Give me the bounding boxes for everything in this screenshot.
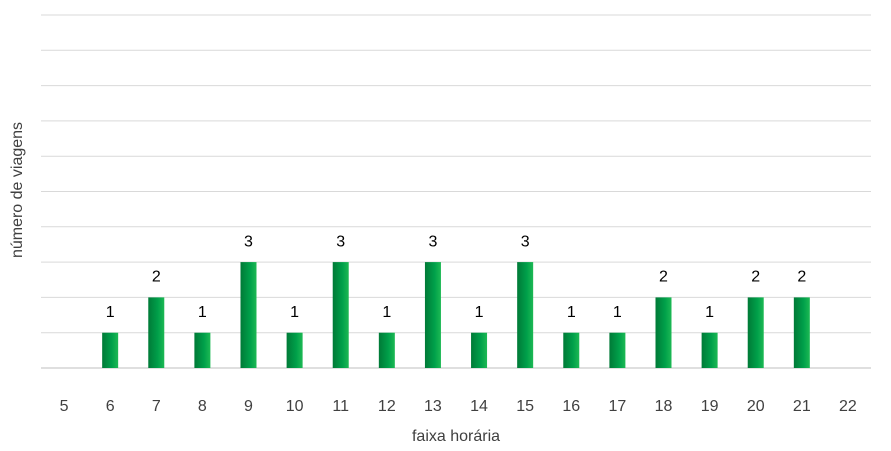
x-tick-label: 14 xyxy=(470,398,488,415)
bar xyxy=(563,332,580,368)
bar xyxy=(194,332,211,368)
x-tick-label: 7 xyxy=(152,398,161,415)
data-label: 3 xyxy=(336,233,345,250)
x-tick-label: 9 xyxy=(244,398,253,415)
data-label: 1 xyxy=(613,304,622,321)
bar xyxy=(609,332,626,368)
bar xyxy=(655,297,672,368)
bar xyxy=(240,262,257,368)
data-label: 1 xyxy=(106,304,115,321)
bar xyxy=(793,297,810,368)
bar xyxy=(148,297,165,368)
data-label: 3 xyxy=(428,233,437,250)
x-tick-label: 12 xyxy=(378,398,396,415)
data-label: 1 xyxy=(567,304,576,321)
x-tick-label: 22 xyxy=(839,398,857,415)
bar xyxy=(471,332,488,368)
bar xyxy=(102,332,119,368)
x-tick-label: 16 xyxy=(562,398,580,415)
bar xyxy=(517,262,534,368)
bar xyxy=(332,262,349,368)
data-label: 1 xyxy=(382,304,391,321)
bar xyxy=(286,332,303,368)
data-label: 2 xyxy=(751,269,760,286)
bar xyxy=(378,332,395,368)
data-label: 1 xyxy=(198,304,207,321)
x-axis-title: faixa horária xyxy=(412,428,500,445)
data-label: 3 xyxy=(244,233,253,250)
bar xyxy=(747,297,764,368)
x-tick-label: 21 xyxy=(793,398,811,415)
y-axis-title: número de viagens xyxy=(9,122,26,258)
data-label: 1 xyxy=(290,304,299,321)
x-tick-label: 15 xyxy=(516,398,534,415)
x-tick-label: 17 xyxy=(608,398,626,415)
data-label: 2 xyxy=(659,269,668,286)
data-label: 1 xyxy=(475,304,484,321)
data-label: 2 xyxy=(797,269,806,286)
data-label: 1 xyxy=(705,304,714,321)
x-tick-label: 10 xyxy=(286,398,304,415)
x-tick-label: 13 xyxy=(424,398,442,415)
x-tick-label: 11 xyxy=(332,398,349,415)
x-tick-label: 5 xyxy=(60,398,69,415)
x-tick-label: 20 xyxy=(747,398,765,415)
x-tick-label: 18 xyxy=(655,398,673,415)
data-label: 2 xyxy=(152,269,161,286)
bar xyxy=(424,262,441,368)
bar xyxy=(701,332,718,368)
x-tick-label: 6 xyxy=(106,398,115,415)
data-label: 3 xyxy=(521,233,530,250)
x-tick-label: 8 xyxy=(198,398,207,415)
x-tick-label: 19 xyxy=(701,398,719,415)
